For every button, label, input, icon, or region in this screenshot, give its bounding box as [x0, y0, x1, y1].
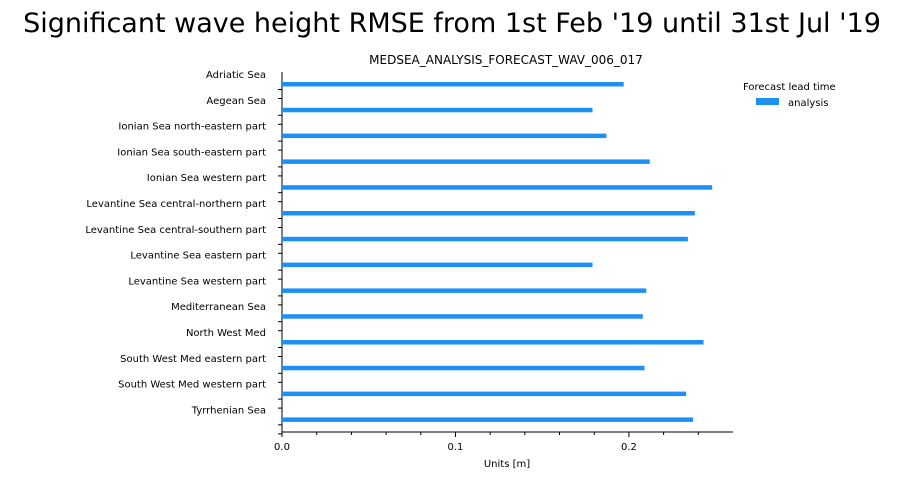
- bar-4: [282, 185, 713, 190]
- legend-label-analysis: analysis: [788, 98, 829, 109]
- bar-8: [282, 288, 647, 293]
- y-tick-label-3: Ionian Sea south-eastern part: [117, 147, 266, 158]
- bar-5: [282, 211, 695, 216]
- y-tick-label-0: Adriatic Sea: [206, 70, 266, 81]
- legend: Forecast lead time analysis: [743, 82, 836, 109]
- y-tick-label-6: Levantine Sea central-southern part: [85, 225, 266, 236]
- x-tick-label-1: 0.1: [448, 442, 464, 453]
- legend-swatch-analysis: [756, 98, 779, 105]
- bar-7: [282, 262, 593, 268]
- y-tick-label-5: Levantine Sea central-northern part: [86, 199, 266, 210]
- legend-title: Forecast lead time: [743, 82, 836, 93]
- y-tick-label-13: Tyrrhenian Sea: [191, 405, 266, 416]
- y-tick-label-11: South West Med eastern part: [120, 354, 266, 365]
- y-tick-label-2: Ionian Sea north-eastern part: [118, 122, 266, 133]
- chart-title: MEDSEA_ANALYSIS_FORECAST_WAV_006_017: [369, 53, 643, 67]
- bar-12: [282, 391, 687, 397]
- x-axis-label: Units [m]: [484, 459, 530, 470]
- bar-0: [282, 82, 624, 87]
- y-tick-label-8: Levantine Sea western part: [128, 276, 266, 287]
- plot-area: Adriatic Sea Aegean Sea Ionian Sea north-e…: [85, 70, 733, 470]
- y-tick-label-4: Ionian Sea western part: [147, 173, 266, 184]
- bar-13: [282, 417, 694, 422]
- bar-2: [282, 133, 607, 139]
- bar-9: [282, 314, 643, 319]
- bar-1: [282, 107, 593, 113]
- y-tick-label-7: Levantine Sea eastern part: [130, 251, 266, 262]
- y-tick-label-9: Mediterranean Sea: [171, 302, 266, 313]
- bar-11: [282, 365, 645, 371]
- x-tick-label-0: 0.0: [274, 442, 290, 453]
- bar-3: [282, 159, 650, 164]
- bar-10: [282, 340, 704, 345]
- bar-6: [282, 236, 688, 242]
- x-tick-label-2: 0.2: [621, 442, 637, 453]
- y-tick-label-12: South West Med western part: [118, 380, 266, 391]
- y-tick-label-1: Aegean Sea: [206, 96, 266, 107]
- figure-suptitle: Significant wave height RMSE from 1st Fe…: [23, 8, 881, 39]
- y-tick-label-10: North West Med: [186, 328, 266, 339]
